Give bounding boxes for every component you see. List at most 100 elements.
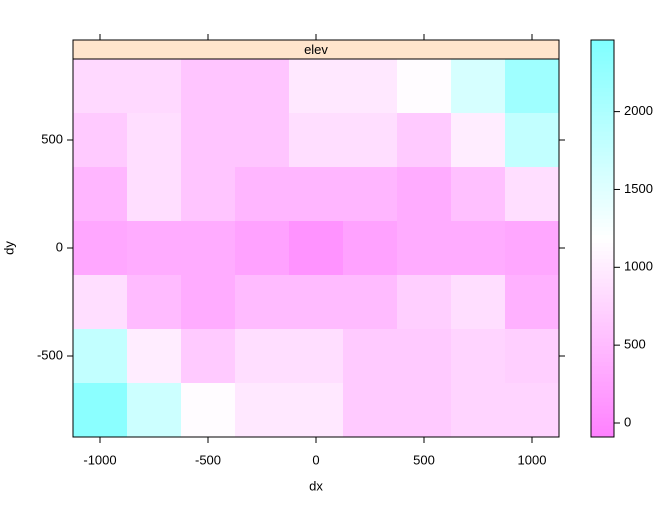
heatmap-cell — [505, 167, 560, 222]
colorkey-band — [591, 163, 614, 168]
colorkey-band — [591, 83, 614, 89]
colorkey-band — [591, 91, 614, 97]
colorkey-band — [591, 417, 614, 422]
x-tick-label: 1000 — [518, 452, 547, 467]
heatmap-cell — [343, 275, 398, 330]
colorkey-band — [591, 321, 614, 327]
colorkey-band — [591, 282, 614, 287]
heatmap-cell — [181, 329, 236, 384]
heatmap-cell — [235, 113, 290, 168]
colorkey-tick-label: 500 — [624, 337, 646, 352]
heatmap-cell — [235, 383, 290, 438]
colorkey-band — [591, 43, 614, 49]
heatmap-cell — [397, 59, 452, 114]
colorkey-band — [591, 353, 614, 359]
heatmap-cell — [235, 221, 290, 276]
colorkey-band — [591, 186, 614, 192]
colorkey-band — [591, 71, 614, 77]
colorkey-band — [591, 210, 614, 216]
colorkey-band — [591, 51, 614, 57]
heatmap-cell — [397, 221, 452, 276]
colorkey-band — [591, 230, 614, 236]
colorkey-band — [591, 75, 614, 81]
heatmap-cell — [505, 275, 560, 330]
colorkey-band — [591, 365, 614, 371]
colorkey-band — [591, 373, 614, 378]
heatmap-cell — [235, 59, 290, 114]
colorkey-band — [591, 254, 614, 259]
colorkey-band — [591, 429, 614, 434]
heatmap-cell — [127, 221, 182, 276]
heatmap-cell — [343, 113, 398, 168]
colorkey-band — [591, 115, 614, 120]
colorkey-band — [591, 397, 614, 402]
colorkey-band — [591, 286, 614, 291]
heatmap-cell — [505, 221, 560, 276]
heatmap-cell — [73, 383, 128, 438]
colorkey-band — [591, 298, 614, 303]
heatmap-cell — [73, 329, 128, 384]
colorkey-band — [591, 317, 614, 323]
heatmap-cell — [289, 221, 344, 276]
colorkey-band — [591, 409, 614, 414]
colorkey-band — [591, 178, 614, 184]
colorkey-band — [591, 329, 614, 335]
colorkey-band — [591, 345, 614, 351]
colorkey-band — [591, 278, 614, 283]
heatmap-cell — [451, 221, 506, 276]
heatmap-cell — [343, 329, 398, 384]
colorkey-band — [591, 111, 614, 116]
colorkey-band — [591, 294, 614, 299]
heatmap-cell — [343, 221, 398, 276]
heatmap-cell — [73, 221, 128, 276]
colorkey-band — [591, 139, 614, 144]
heatmap-cell — [127, 59, 182, 114]
colorkey-band — [591, 147, 614, 152]
colorkey-band — [591, 238, 614, 243]
colorkey-band — [591, 214, 614, 220]
heatmap-cell — [73, 275, 128, 330]
heatmap-cell — [127, 275, 182, 330]
colorkey-band — [591, 313, 614, 319]
colorkey-band — [591, 266, 614, 271]
colorkey-band — [591, 325, 614, 331]
x-tick-label: -1000 — [83, 452, 116, 467]
colorkey-band — [591, 357, 614, 363]
heatmap-cell — [181, 383, 236, 438]
colorkey-band — [591, 290, 614, 295]
colorkey-band — [591, 433, 614, 438]
heatmap-cell — [73, 167, 128, 222]
heatmap-cell — [127, 113, 182, 168]
colorkey-band — [591, 270, 614, 275]
heatmap-cell — [289, 113, 344, 168]
colorkey-band — [591, 262, 614, 267]
heatmap-cell — [505, 113, 560, 168]
heatmap-cell — [451, 113, 506, 168]
colorkey-band — [591, 123, 614, 128]
x-tick-label: 500 — [413, 452, 435, 467]
heatmap-cell — [127, 383, 182, 438]
heatmap-cell — [181, 275, 236, 330]
heatmap-cell — [289, 59, 344, 114]
colorkey-band — [591, 246, 614, 251]
colorkey-band — [591, 337, 614, 343]
x-axis-label: dx — [309, 478, 323, 493]
heatmap-cell — [343, 383, 398, 438]
heatmap-cell — [181, 221, 236, 276]
colorkey-band — [591, 302, 614, 307]
heatmap-cell — [343, 59, 398, 114]
colorkey-band — [591, 95, 614, 101]
heatmap-cell — [397, 113, 452, 168]
colorkey-band — [591, 250, 614, 255]
colorkey-border — [590, 39, 615, 438]
colorkey-band — [591, 401, 614, 406]
x-tick-label: 0 — [312, 452, 319, 467]
colorkey-band — [591, 369, 614, 374]
colorkey-tick-label: 1000 — [624, 259, 653, 274]
colorkey-band — [591, 159, 614, 164]
heatmap-cell — [127, 329, 182, 384]
y-axis-label: dy — [1, 241, 16, 255]
colorkey-band — [591, 143, 614, 148]
colorkey-band — [591, 167, 614, 172]
